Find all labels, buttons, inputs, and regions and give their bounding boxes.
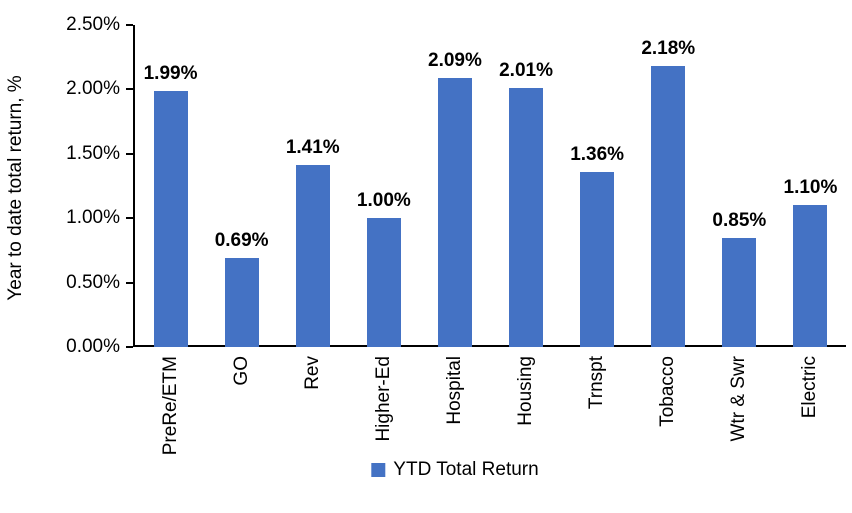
y-axis-title: Year to date total return, % [5,75,26,301]
legend-label: YTD Total Return [393,459,539,480]
x-tick-label: Higher-Ed [372,356,394,442]
bar-value-label: 1.10% [783,177,838,199]
plot-area [133,25,846,347]
bar-value-label: 1.99% [143,62,198,84]
bar [224,258,259,347]
x-tick-label: Wtr & Swr [728,356,750,442]
y-tick-label: 0.00% [66,336,120,357]
bar-value-label: 2.18% [641,38,696,60]
bar [580,171,615,347]
legend-swatch-icon [371,463,386,477]
x-tick-label: Tobacco [657,356,679,427]
bar-value-label: 1.00% [356,190,411,212]
y-tick-label: 0.50% [66,271,120,293]
bar [295,165,330,347]
x-tick-label: PreRe/ETM [159,356,181,456]
bar [509,88,544,347]
x-tick-label: Trnspt [586,356,608,410]
bar [153,90,188,347]
x-tick-label: Housing [515,356,537,426]
x-tick-label: Rev [301,356,323,390]
x-tick-label: GO [230,356,252,386]
bar [366,218,401,347]
y-tick-label: 1.50% [66,142,120,164]
y-tick-mark [126,152,133,155]
bar-value-label: 2.01% [499,60,553,82]
x-tick-label: Hospital [443,356,465,425]
bar [651,66,686,347]
bar [793,205,828,347]
bar-value-label: 2.09% [428,49,482,71]
bar [437,77,472,347]
legend: YTD Total Return [371,459,539,481]
y-tick-label: 2.50% [66,14,120,35]
y-tick-mark [126,24,133,26]
y-tick-label: 1.00% [66,207,120,229]
bar [722,237,757,347]
y-tick-mark [126,281,133,284]
y-tick-mark [126,88,133,91]
x-tick-label: Electric [799,356,821,419]
bar-value-label: 1.36% [570,143,625,165]
y-tick-mark [126,346,133,348]
y-tick-label: 2.00% [66,78,120,100]
bar-value-label: 0.69% [214,230,269,252]
y-tick-mark [126,217,133,220]
bar-value-label: 0.85% [712,209,767,231]
bar-value-label: 1.41% [285,137,340,159]
